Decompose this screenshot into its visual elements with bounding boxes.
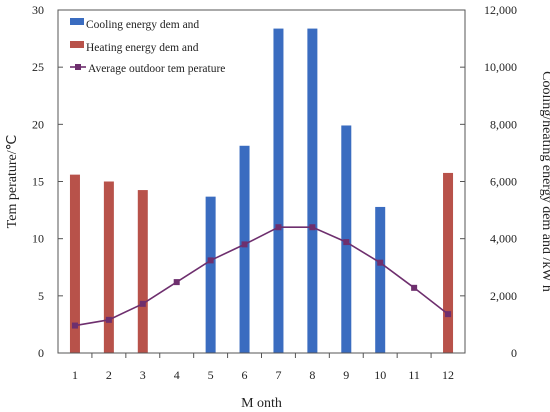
x-tick-label: 3 xyxy=(140,368,146,382)
y-left-tick-label: 20 xyxy=(32,117,44,131)
y-axis-left-title: Tem perature/℃ xyxy=(5,135,20,229)
bars-layer xyxy=(69,28,454,354)
temperature-point-6 xyxy=(241,241,248,248)
x-tick-label: 4 xyxy=(174,368,180,382)
legend-marker-temperature xyxy=(75,64,81,70)
y-left-tick-label: 15 xyxy=(32,175,44,189)
bar-cooling-7 xyxy=(273,28,284,354)
temperature-line xyxy=(74,226,449,327)
x-tick-label: 8 xyxy=(309,368,315,382)
y-left-tick-label: 30 xyxy=(32,3,44,17)
legend-swatch-heating xyxy=(70,41,84,48)
legend: Cooling energy dem and Heating energy de… xyxy=(70,18,225,75)
y-right-tick-label: 0 xyxy=(511,346,517,360)
temperature-point-9 xyxy=(343,239,350,246)
x-axis-title: M onth xyxy=(241,396,282,411)
bar-cooling-5 xyxy=(205,196,216,353)
x-tick-label: 1 xyxy=(72,368,78,382)
x-tick-label: 12 xyxy=(442,368,454,382)
y-right-tick-label: 12,000 xyxy=(484,3,517,17)
legend-label-cooling: Cooling energy dem and xyxy=(86,19,199,31)
temperature-point-10 xyxy=(377,259,384,266)
y-axis-right-title: Cooling/heating energy dem and /kW h xyxy=(539,71,550,292)
x-tick-label: 11 xyxy=(408,368,420,382)
temperature-point-12 xyxy=(445,311,452,318)
x-tick-label: 9 xyxy=(343,368,349,382)
x-tick-label: 5 xyxy=(208,368,214,382)
plot-frame xyxy=(57,9,466,354)
y-left-tick-label: 5 xyxy=(38,289,44,303)
x-tick-label: 7 xyxy=(275,368,281,382)
bar-cooling-6 xyxy=(239,145,250,353)
y-right-tick-label: 2,000 xyxy=(490,289,517,303)
y-right-tick-label: 4,000 xyxy=(490,232,517,246)
x-tick-label: 2 xyxy=(106,368,112,382)
x-tick-label: 6 xyxy=(242,368,248,382)
temperature-point-3 xyxy=(139,300,146,307)
bar-heating-12 xyxy=(443,172,454,353)
bar-cooling-8 xyxy=(307,28,318,354)
y-left-tick-label: 10 xyxy=(32,232,44,246)
temperature-point-2 xyxy=(105,316,112,323)
bar-heating-2 xyxy=(103,181,114,353)
legend-swatch-cooling xyxy=(70,18,84,25)
legend-label-temperature: Average outdoor tem perature xyxy=(88,63,225,75)
y-right-tick-label: 8,000 xyxy=(490,117,517,131)
bar-heating-3 xyxy=(137,190,148,353)
axes-layer xyxy=(57,9,466,354)
x-tick-label: 10 xyxy=(374,368,386,382)
temperature-point-1 xyxy=(71,322,78,329)
legend-label-heating: Heating energy dem and xyxy=(86,42,199,54)
ticks-layer: 05101520253002,0004,0006,0008,00010,0001… xyxy=(32,3,517,382)
y-left-tick-label: 25 xyxy=(32,60,44,74)
bar-cooling-10 xyxy=(375,206,386,353)
bar-heating-1 xyxy=(69,174,80,353)
temperature-point-11 xyxy=(411,284,418,291)
y-right-tick-label: 10,000 xyxy=(484,60,517,74)
line-layer xyxy=(71,224,452,329)
temperature-point-7 xyxy=(275,224,282,231)
temperature-point-8 xyxy=(309,224,316,231)
temperature-point-5 xyxy=(207,257,214,264)
y-right-tick-label: 6,000 xyxy=(490,175,517,189)
y-left-tick-label: 0 xyxy=(38,346,44,360)
temperature-point-4 xyxy=(173,279,180,286)
